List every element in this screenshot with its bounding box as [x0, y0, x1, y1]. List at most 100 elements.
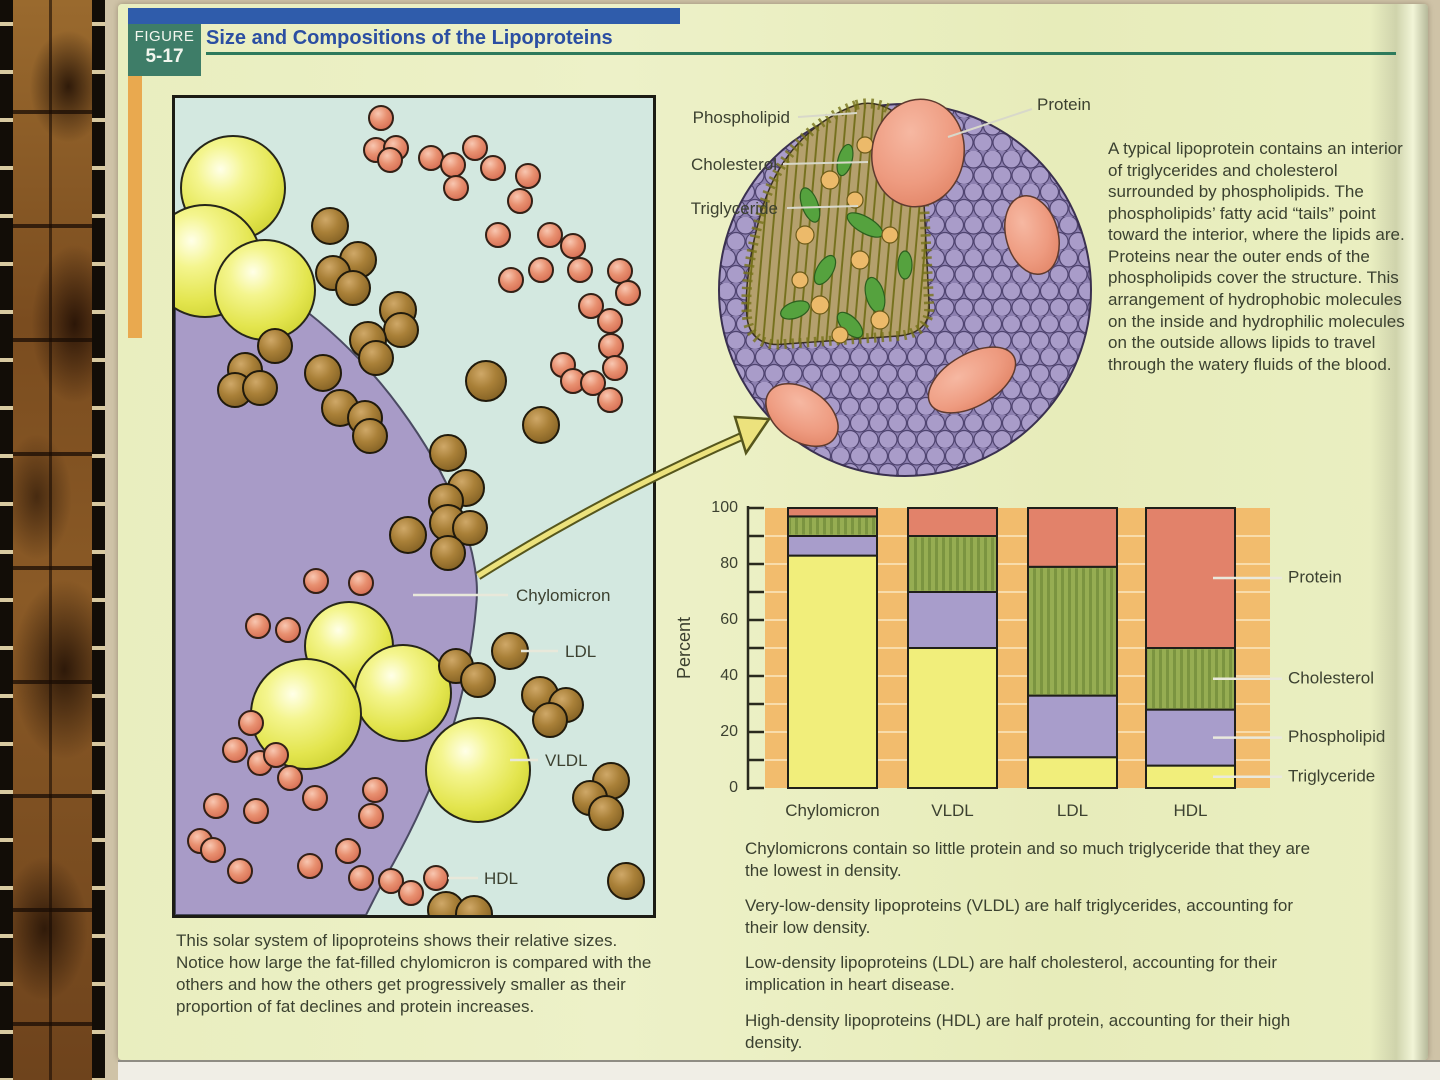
hdl-sphere [203, 793, 229, 819]
hdl-sphere [302, 785, 328, 811]
header-rule [206, 52, 1396, 55]
vldl-sphere [214, 239, 316, 341]
note-ldl: Low-density lipoproteins (LDL) are half … [745, 953, 1277, 995]
protein-patches [765, 98, 1060, 448]
note-chylomicron: Chylomicrons contain so little protein a… [745, 839, 1311, 881]
hdl-sphere [277, 765, 303, 791]
decorative-leaf-border [0, 0, 105, 1080]
bar-segment-vldl-triglyceride [907, 647, 998, 789]
hdl-sphere [507, 188, 533, 214]
hdl-sphere [480, 155, 506, 181]
hdl-sphere [528, 257, 554, 283]
ldl-sphere [430, 535, 466, 571]
size-comparison-panel: Chylomicron LDL VLDL HDL [172, 95, 656, 918]
hdl-sphere [362, 777, 388, 803]
hdl-sphere [597, 387, 623, 413]
hdl-sphere [485, 222, 511, 248]
figure-title: Size and Compositions of the Lipoprotein… [206, 27, 613, 49]
legend-label-phospholipid: Phospholipid [1288, 727, 1385, 746]
legend-label-protein: Protein [1288, 567, 1342, 586]
hdl-sphere [243, 798, 269, 824]
hdl-sphere [423, 865, 449, 891]
phospholipid-label: Phospholipid [693, 108, 790, 127]
structure-callouts: Phospholipid Cholesterol Triglyceride Pr… [691, 95, 1091, 218]
hdl-sphere [462, 135, 488, 161]
ldl-sphere [588, 795, 624, 831]
note-hdl: High-density lipoproteins (HDL) are half… [745, 1010, 1291, 1052]
composition-bar-chart: Chylomicron VLDL LDL HDL 0 20 40 60 80 100 Protein… [674, 499, 1385, 820]
y-tick-label: 40 [720, 667, 738, 684]
ldl-sphere [304, 354, 342, 392]
ldl-sphere [383, 312, 419, 348]
hdl-sphere [378, 868, 404, 894]
bar-segment-vldl-phospholipid [907, 591, 998, 649]
x-axis-label: VLDL [931, 801, 974, 820]
hdl-sphere [602, 355, 628, 381]
ldl-label: LDL [565, 642, 596, 661]
size-comparison-art: Chylomicron LDL VLDL HDL [175, 105, 645, 915]
hdl-sphere [263, 742, 289, 768]
figure-kicker: FIGURE [134, 28, 195, 45]
bar-segment-chylomicron-phospholipid [787, 535, 878, 557]
stripe-overlay [1029, 568, 1116, 695]
hdl-sphere [598, 333, 624, 359]
ldl-sphere [460, 662, 496, 698]
ldl-sphere [358, 340, 394, 376]
hdl-sphere [377, 147, 403, 173]
hdl-sphere [580, 370, 606, 396]
structure-description: A typical lipoprotein contains an interi… [1108, 139, 1405, 374]
bar-segment-chylomicron-triglyceride [787, 554, 878, 789]
hdl-sphere [607, 258, 633, 284]
leaf-texture [13, 0, 92, 1080]
triglyceride-molecules [791, 136, 899, 344]
y-tick-label: 20 [720, 723, 738, 740]
lipoprotein-notes: Chylomicrons contain so little protein a… [745, 838, 1325, 1067]
vldl-sphere [425, 717, 531, 823]
hdl-sphere [348, 570, 374, 596]
bar-segment-ldl-phospholipid [1027, 694, 1118, 759]
film-rail-icon [92, 0, 105, 1080]
bar-segment-ldl-triglyceride [1027, 756, 1118, 790]
hdl-sphere [227, 858, 253, 884]
ldl-sphere [335, 270, 371, 306]
hdl-sphere [398, 880, 424, 906]
hdl-sphere [200, 837, 226, 863]
hdl-sphere [515, 163, 541, 189]
legend-label-triglyceride: Triglyceride [1288, 766, 1375, 785]
chylomicron-label: Chylomicron [516, 586, 610, 605]
panel-callouts: Chylomicron LDL VLDL HDL [413, 586, 610, 888]
y-axis-title: Percent [674, 617, 694, 679]
ldl-sphere [311, 207, 349, 245]
legend-label-cholesterol: Cholesterol [1288, 668, 1374, 687]
figure-number-box: FIGURE 5-17 [128, 24, 201, 76]
hdl-sphere [418, 145, 444, 171]
note-vldl: Very-low-density lipoproteins (VLDL) are… [745, 896, 1294, 938]
hdl-sphere [348, 865, 374, 891]
hdl-sphere [578, 293, 604, 319]
hdl-sphere [440, 152, 466, 178]
ldl-sphere [465, 360, 507, 402]
ldl-sphere [242, 370, 278, 406]
y-tick-label: 0 [729, 779, 738, 796]
page-bottom-edge [118, 1060, 1440, 1080]
hdl-label: HDL [484, 869, 518, 888]
ldl-sphere [455, 895, 493, 915]
x-axis-label: LDL [1057, 801, 1088, 820]
bar-segment-ldl-protein [1027, 507, 1118, 568]
ldl-sphere [389, 516, 427, 554]
triglyceride-label: Triglyceride [691, 199, 778, 218]
protein-label: Protein [1037, 95, 1091, 114]
header-blue-bar [128, 8, 680, 24]
ldl-sphere [352, 418, 388, 454]
panel-caption: This solar system of lipoproteins shows … [176, 931, 652, 1017]
ldl-sphere [532, 702, 568, 738]
hdl-sphere [245, 613, 271, 639]
stripe-overlay [909, 537, 996, 591]
y-tick-label: 100 [711, 499, 738, 516]
ldl-sphere [257, 328, 293, 364]
hdl-sphere [560, 233, 586, 259]
bar-segment-vldl-protein [907, 507, 998, 537]
ldl-sphere [452, 510, 488, 546]
hdl-sphere [275, 617, 301, 643]
